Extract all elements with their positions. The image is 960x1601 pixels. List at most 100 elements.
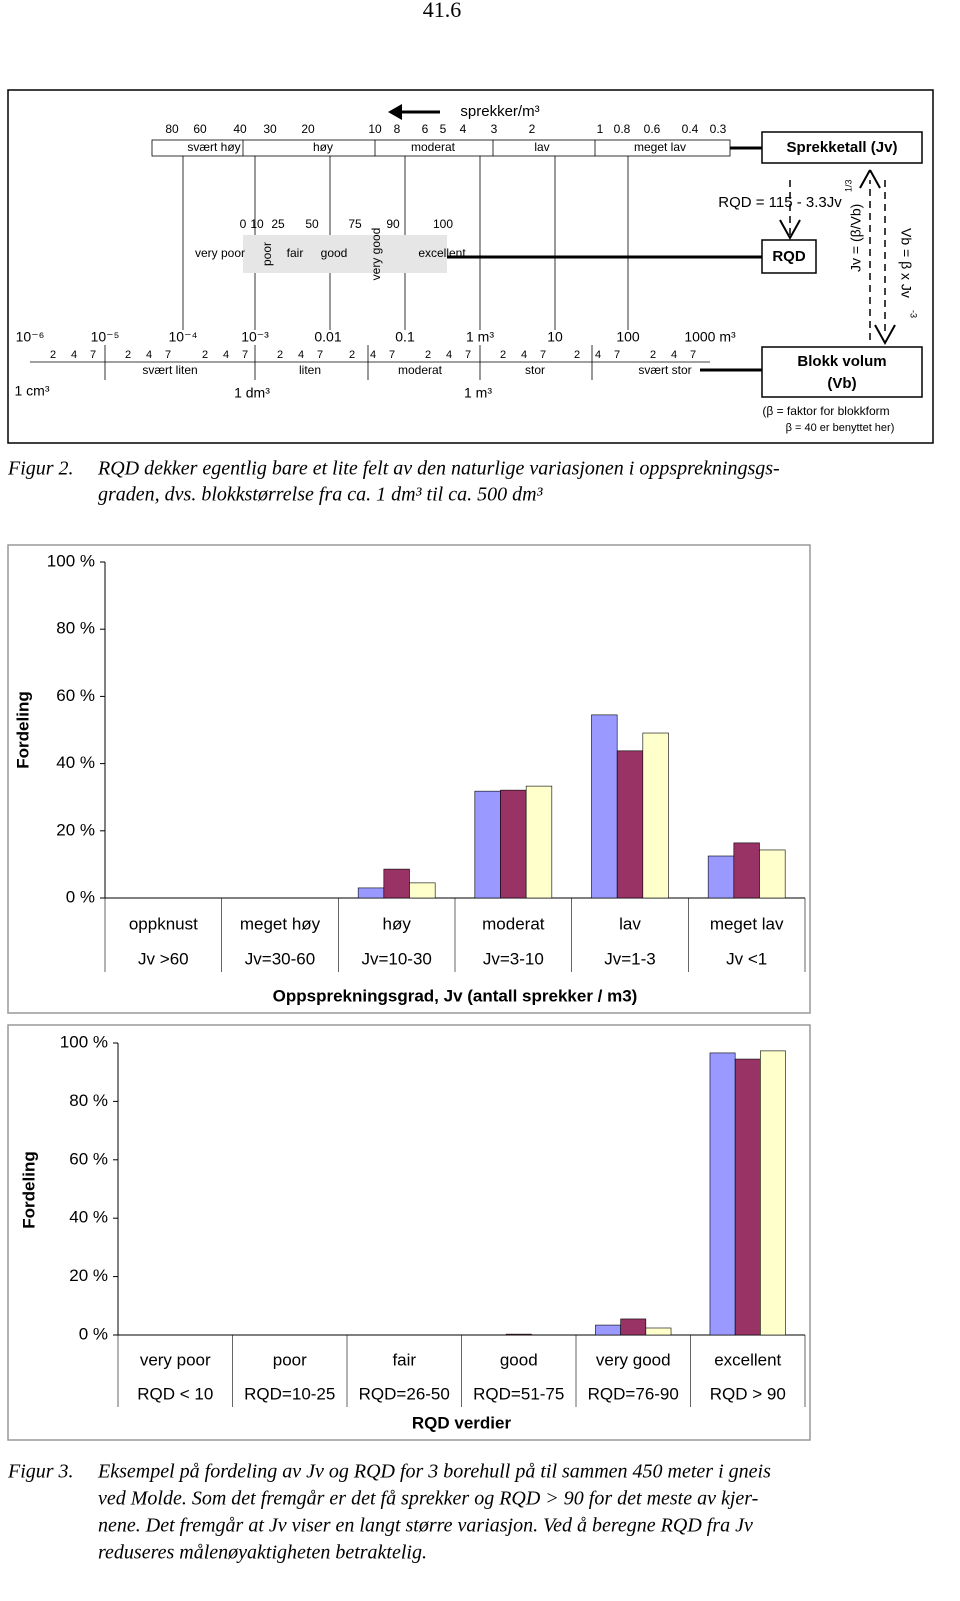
volume-minor: 7: [389, 349, 395, 361]
volume-value: 0.01: [314, 329, 341, 345]
rqd-box-label: RQD: [772, 248, 806, 265]
x-tick-detail: RQD=76-90: [588, 1384, 679, 1403]
volume-class: moderat: [398, 363, 443, 377]
bar: [760, 1050, 786, 1336]
jv-formula-text: Jv = (β/Vb): [848, 204, 864, 272]
volume-box-label: Blokk volum: [797, 353, 886, 370]
volume-minor: 7: [90, 349, 96, 361]
x-tick-label: poor: [273, 1350, 307, 1369]
x-tick-label: good: [500, 1350, 538, 1369]
volume-class: svært liten: [142, 363, 197, 377]
chart-frame: [7, 1024, 811, 1441]
x-tick-label: lav: [619, 914, 641, 933]
caption-label: Figur 3.: [7, 1461, 74, 1483]
x-tick-label: fair: [392, 1350, 416, 1369]
volume-minor: 7: [540, 349, 546, 361]
caption-line: RQD dekker egentlig bare et lite felt av…: [97, 458, 780, 480]
bar: [383, 868, 410, 899]
jv-value: 0.4: [682, 122, 699, 136]
volume-minor: 4: [671, 349, 677, 361]
caption-line: Eksempel på fordeling av Jv og RQD for 3…: [97, 1461, 771, 1483]
rqd-class: excellent: [418, 246, 466, 260]
rqd-value: 25: [271, 217, 285, 231]
vb-formula-exp: -3: [909, 310, 919, 318]
y-tick-label: 20 %: [69, 1266, 108, 1285]
vb-formula-text: Vb = β x Jv: [898, 228, 914, 298]
volume-minor: 2: [349, 349, 355, 361]
y-tick-label: 60 %: [56, 686, 95, 705]
volume-box-label: (Vb): [827, 375, 856, 392]
y-axis-title: Fordeling: [13, 691, 32, 768]
dashed-arrows: [789, 180, 886, 340]
bar: [759, 849, 786, 899]
jv-value: 30: [263, 122, 277, 136]
jv-header: sprekker/m³: [460, 103, 539, 120]
x-tick-detail: Jv=3-10: [483, 949, 544, 968]
x-tick-label: meget høy: [240, 914, 321, 933]
volume-minor: 7: [317, 349, 323, 361]
jv-value: 2: [529, 122, 536, 136]
x-tick-detail: Jv <1: [726, 949, 767, 968]
y-tick-label: 80 %: [69, 1091, 108, 1110]
jv-value: 0.8: [614, 122, 631, 136]
bar: [595, 1324, 621, 1336]
volume-minor: 4: [521, 349, 527, 361]
volume-minor: 7: [165, 349, 171, 361]
y-tick-label: 80 %: [56, 619, 95, 638]
rqd-value: 100: [433, 217, 453, 231]
x-tick-detail: Jv >60: [138, 949, 189, 968]
separators: [30, 140, 710, 380]
x-tick-detail: RQD=10-25: [244, 1384, 335, 1403]
jv-box-label: Sprekketall (Jv): [787, 139, 898, 156]
jv-value: 8: [394, 122, 401, 136]
volume-minor: 2: [500, 349, 506, 361]
vb-formula: Vb = β x Jv -3: [898, 228, 918, 318]
beta-note: (β = faktor for blokkform: [762, 404, 889, 418]
volume-minor: 7: [614, 349, 620, 361]
rqd-class: poor: [260, 242, 274, 266]
y-tick-label: 40 %: [56, 753, 95, 772]
arrow-heads: [779, 169, 896, 346]
jv-value: 3: [491, 122, 498, 136]
jv-value: 60: [193, 122, 207, 136]
volume-minor: 4: [595, 349, 601, 361]
rqd-value: 0: [240, 217, 247, 231]
bar: [709, 1052, 736, 1336]
jv-class: høy: [313, 140, 333, 154]
jv-value: 0.3: [710, 122, 727, 136]
volume-unit: 1 cm³: [15, 383, 50, 399]
x-tick-detail: RQD > 90: [710, 1384, 786, 1403]
volume-class: stor: [525, 363, 545, 377]
rqd-class: fair: [287, 246, 304, 260]
volume-unit: 1 m³: [464, 385, 492, 401]
rqd-scale: [243, 235, 447, 273]
volume-minor: 2: [425, 349, 431, 361]
bar: [357, 887, 385, 899]
volume-value: 10⁻⁶: [16, 329, 45, 345]
x-axis-title: Oppsprekningsgrad, Jv (antall sprekker /…: [273, 986, 638, 1005]
figure-2: sprekker/m³ Sprekketall (Jv) RQD = 115 -…: [7, 89, 934, 444]
jv-class: meget lav: [634, 140, 686, 154]
bar: [620, 1318, 647, 1336]
x-tick-detail: RQD < 10: [137, 1384, 213, 1403]
y-axis-title: Fordeling: [19, 1151, 38, 1228]
caption-label: Figur 2.: [7, 458, 74, 480]
x-tick-detail: RQD=51-75: [473, 1384, 564, 1403]
volume-value: 1 m³: [466, 329, 494, 345]
bar: [500, 789, 527, 899]
volume-minor: 2: [650, 349, 656, 361]
bar: [616, 750, 644, 899]
y-tick-label: 40 %: [69, 1208, 108, 1227]
volume-value: 10⁻⁵: [91, 329, 120, 345]
caption-line: reduseres målenøyaktigheten betraktelig.: [98, 1542, 427, 1564]
y-tick-label: 0 %: [79, 1324, 108, 1343]
x-tick-label: høy: [382, 914, 411, 933]
volume-minor: 7: [242, 349, 248, 361]
volume-value: 10⁻⁴: [169, 329, 198, 345]
rqd-value: 50: [305, 217, 319, 231]
bar: [642, 732, 669, 899]
volume-value: 10⁻³: [241, 329, 269, 345]
jv-value: 40: [233, 122, 247, 136]
jv-value: 5: [440, 122, 447, 136]
caption-line: ved Molde. Som det fremgår er det få spr…: [98, 1488, 758, 1510]
